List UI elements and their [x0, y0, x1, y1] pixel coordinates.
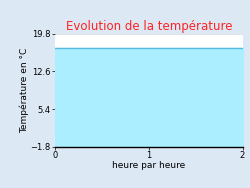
Title: Evolution de la température: Evolution de la température [66, 20, 232, 33]
X-axis label: heure par heure: heure par heure [112, 161, 186, 170]
Y-axis label: Température en °C: Température en °C [20, 48, 29, 133]
